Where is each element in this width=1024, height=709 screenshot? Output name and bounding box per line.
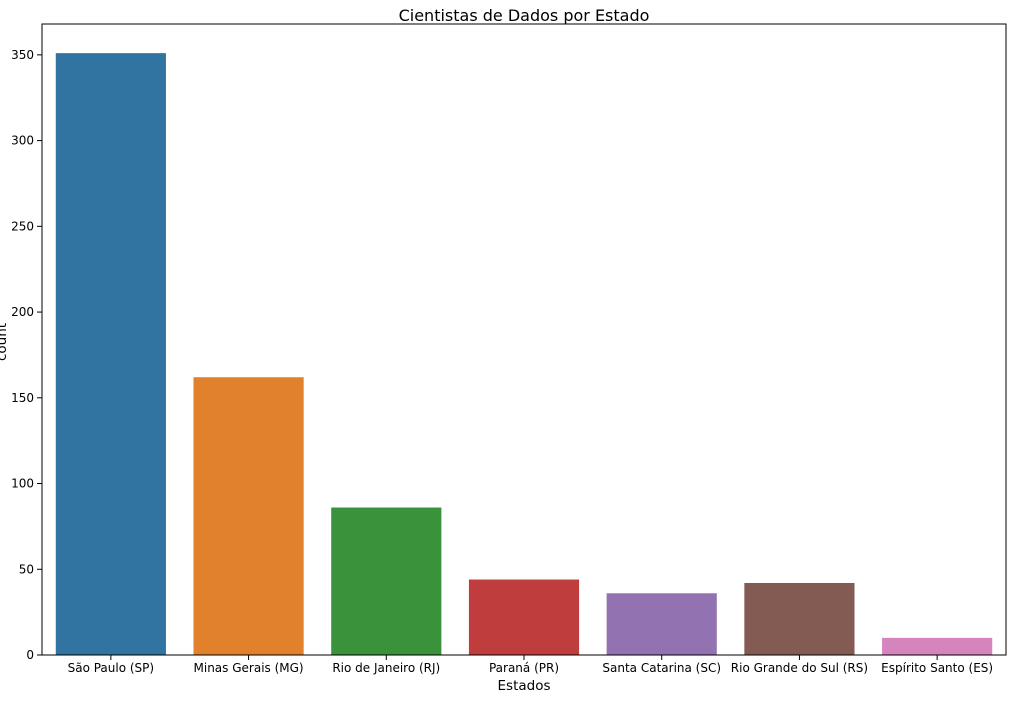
x-tick-label: Espírito Santo (ES) (881, 661, 993, 675)
y-axis-label: count (0, 323, 10, 361)
x-tick-label: Paraná (PR) (489, 661, 559, 675)
y-tick-label: 0 (26, 648, 34, 662)
y-tick-label: 200 (11, 305, 34, 319)
bar (55, 53, 166, 655)
y-tick-label: 300 (11, 134, 34, 148)
x-tick-label: Rio de Janeiro (RJ) (332, 661, 440, 675)
y-tick-label: 50 (19, 562, 34, 576)
x-tick-label: Minas Gerais (MG) (194, 661, 304, 675)
x-tick-label: São Paulo (SP) (68, 661, 155, 675)
x-tick-label: Rio Grande do Sul (RS) (731, 661, 868, 675)
bar (744, 582, 855, 655)
plot-frame (41, 23, 1007, 656)
y-tick-label: 150 (11, 391, 34, 405)
chart-title: Cientistas de Dados por Estado (399, 6, 650, 25)
x-tick-label: Santa Catarina (SC) (602, 661, 721, 675)
bar (331, 507, 442, 655)
plot-area: 0 50 100 150 200 250 300 350 São Paulo (SP) Minas… (11, 23, 1007, 675)
y-tick-label: 350 (11, 48, 34, 62)
y-tick-label: 250 (11, 219, 34, 233)
bar (882, 637, 993, 655)
bar (606, 593, 717, 655)
bar (468, 579, 580, 655)
bar (193, 377, 304, 655)
y-tick-label: 100 (11, 477, 34, 491)
x-axis-label: Estados (498, 678, 551, 694)
